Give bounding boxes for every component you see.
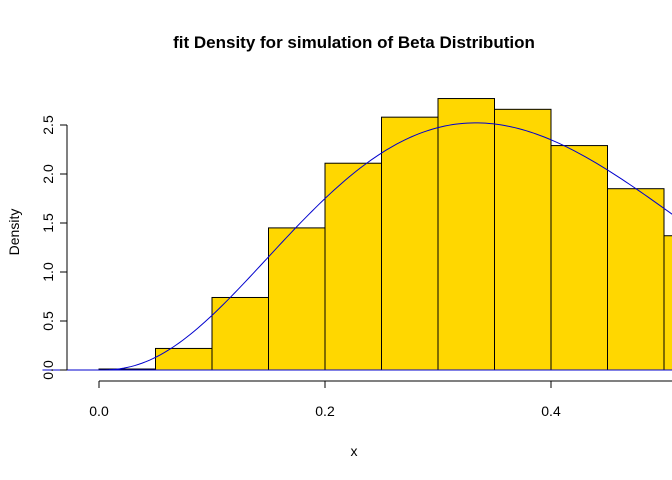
histogram-bar: [381, 116, 439, 371]
y-tick-label: 2.5: [40, 115, 56, 135]
histogram-bar: [268, 227, 326, 371]
x-tick-label: 0.2: [315, 403, 335, 419]
histogram-bar: [437, 98, 495, 371]
y-tick-label: 1.0: [40, 262, 56, 282]
histogram-bar: [155, 347, 213, 371]
y-tick-label: 2.0: [40, 164, 56, 184]
histogram-bar: [663, 235, 672, 371]
y-tick-label: 1.5: [40, 213, 56, 233]
histogram-bar: [550, 145, 608, 371]
y-tick-label: 0.5: [40, 311, 56, 331]
chart-title: fit Density for simulation of Beta Distr…: [173, 33, 535, 52]
y-axis-label: Density: [6, 209, 22, 256]
density-curve: [42, 122, 672, 371]
x-axis: 0.00.20.40.60.8: [89, 380, 672, 419]
histogram-bar: [494, 108, 552, 371]
histogram-bar: [607, 188, 665, 371]
x-tick-label: 0.0: [89, 403, 109, 419]
bars-group: [98, 98, 672, 371]
x-axis-label: x: [351, 443, 358, 459]
y-axis: 0.0 0.5 1.0 1.5 2.0 2.5: [40, 115, 68, 380]
histogram-bar: [211, 296, 269, 371]
x-tick-label: 0.4: [541, 403, 561, 419]
histogram-bar: [324, 162, 382, 371]
y-tick-label: 0.0: [40, 360, 56, 380]
